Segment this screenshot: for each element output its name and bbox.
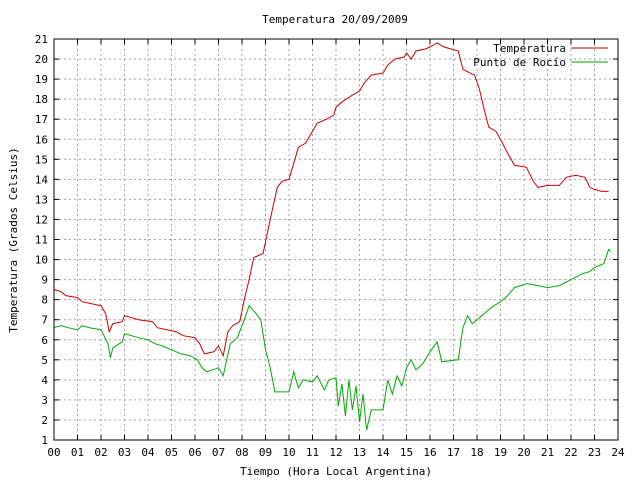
- y-tick-label: 20: [35, 53, 48, 66]
- x-tick-label: 22: [564, 446, 577, 459]
- y-tick-label: 17: [35, 113, 48, 126]
- x-tick-label: 14: [376, 446, 390, 459]
- x-tick-label: 02: [94, 446, 107, 459]
- x-tick-label: 16: [423, 446, 436, 459]
- y-tick-label: 1: [41, 434, 48, 447]
- y-tick-label: 8: [41, 294, 48, 307]
- x-tick-label: 24: [611, 446, 625, 459]
- x-tick-label: 21: [541, 446, 554, 459]
- legend-label-1: Temperatura: [493, 42, 566, 55]
- x-tick-label: 05: [165, 446, 178, 459]
- x-tick-labels: 00 01 02 03 04 05 06 07 08 09 10 11 12 13 14 15 16 17 18 19…: [47, 446, 625, 459]
- x-tick-label: 18: [470, 446, 483, 459]
- y-tick-label: 9: [41, 274, 48, 287]
- chart-title: Temperatura 20/09/2009: [262, 13, 408, 26]
- y-tick-label: 7: [41, 314, 48, 327]
- x-tick-label: 19: [494, 446, 507, 459]
- grid-lines: [54, 39, 618, 440]
- series-line-2: [53, 248, 612, 431]
- x-tick-label: 06: [188, 446, 201, 459]
- x-tick-label: 01: [71, 446, 84, 459]
- axis-ticks: [53, 38, 619, 441]
- y-axis-label: Temperatura (Grados Celsius): [7, 147, 20, 332]
- y-tick-label: 4: [41, 374, 48, 387]
- y-tick-label: 21: [35, 33, 48, 46]
- x-tick-label: 12: [329, 446, 342, 459]
- y-tick-label: 18: [35, 93, 48, 106]
- series-line-1: [53, 42, 609, 358]
- x-tick-label: 13: [353, 446, 366, 459]
- x-tick-label: 09: [259, 446, 272, 459]
- x-tick-label: 11: [306, 446, 319, 459]
- y-tick-label: 19: [35, 73, 48, 86]
- y-tick-label: 3: [41, 394, 48, 407]
- x-tick-label: 10: [282, 446, 295, 459]
- x-tick-label: 03: [118, 446, 131, 459]
- y-tick-label: 13: [35, 193, 48, 206]
- legend-label-2: Punto de Rocío: [473, 56, 566, 69]
- x-axis-label: Tiempo (Hora Local Argentina): [240, 465, 432, 478]
- x-tick-label: 04: [141, 446, 155, 459]
- series-lines: [53, 42, 612, 431]
- x-tick-label: 15: [400, 446, 413, 459]
- y-tick-label: 2: [41, 414, 48, 427]
- x-tick-label: 17: [447, 446, 460, 459]
- x-tick-label: 07: [212, 446, 225, 459]
- y-tick-label: 12: [35, 213, 48, 226]
- x-tick-label: 00: [47, 446, 60, 459]
- y-tick-label: 6: [41, 334, 48, 347]
- y-tick-label: 14: [35, 173, 49, 186]
- y-tick-label: 16: [35, 133, 48, 146]
- x-tick-label: 23: [588, 446, 601, 459]
- y-tick-label: 15: [35, 153, 48, 166]
- y-tick-label: 5: [41, 354, 48, 367]
- y-tick-label: 11: [35, 234, 48, 247]
- y-tick-label: 10: [35, 254, 48, 267]
- x-tick-label: 08: [235, 446, 248, 459]
- x-tick-label: 20: [517, 446, 530, 459]
